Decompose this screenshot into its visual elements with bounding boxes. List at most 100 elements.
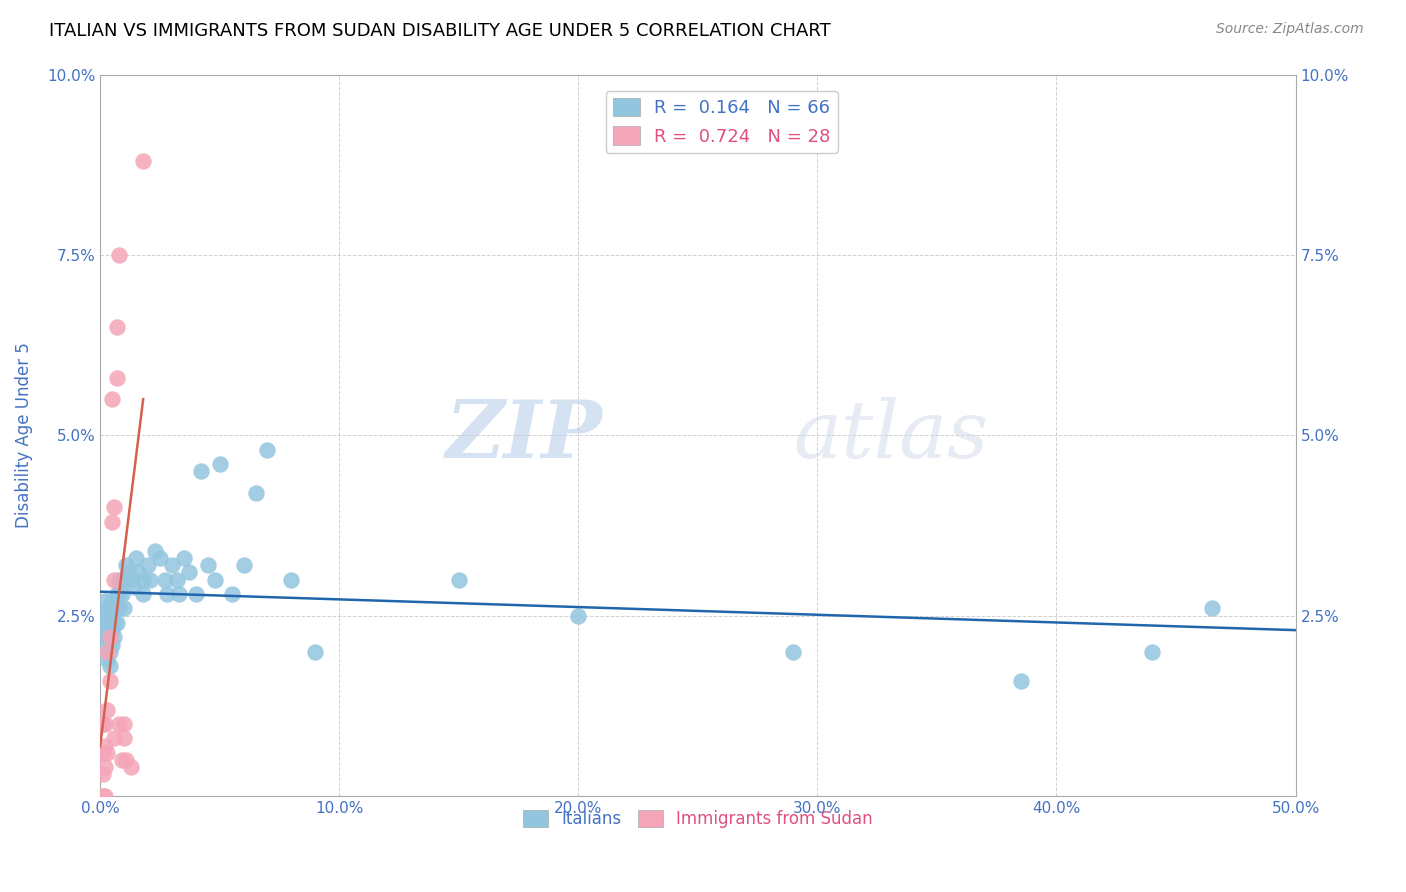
Point xyxy=(105,587,128,601)
Point xyxy=(96,746,118,760)
Point xyxy=(103,615,125,630)
Point xyxy=(91,608,114,623)
Point xyxy=(105,320,128,334)
Point xyxy=(91,717,114,731)
Text: Source: ZipAtlas.com: Source: ZipAtlas.com xyxy=(1216,22,1364,37)
Text: atlas: atlas xyxy=(793,397,988,474)
Point xyxy=(112,601,135,615)
Point xyxy=(204,573,226,587)
Point xyxy=(94,717,117,731)
Point xyxy=(149,551,172,566)
Text: ZIP: ZIP xyxy=(446,397,602,474)
Point xyxy=(101,638,124,652)
Point xyxy=(132,154,155,169)
Point xyxy=(111,753,134,767)
Point xyxy=(108,248,131,262)
Point xyxy=(112,731,135,746)
Point xyxy=(91,789,114,803)
Point xyxy=(221,587,243,601)
Point xyxy=(98,645,121,659)
Point xyxy=(98,673,121,688)
Point xyxy=(94,789,117,803)
Point xyxy=(197,558,219,573)
Point xyxy=(101,608,124,623)
Point xyxy=(103,601,125,615)
Point xyxy=(108,573,131,587)
Point xyxy=(96,631,118,645)
Point xyxy=(103,631,125,645)
Point xyxy=(105,601,128,615)
Point xyxy=(111,587,134,601)
Point xyxy=(782,645,804,659)
Y-axis label: Disability Age Under 5: Disability Age Under 5 xyxy=(15,343,32,528)
Point xyxy=(111,573,134,587)
Point xyxy=(208,457,231,471)
Point xyxy=(153,573,176,587)
Point xyxy=(98,601,121,615)
Point xyxy=(115,753,138,767)
Point xyxy=(190,464,212,478)
Point xyxy=(304,645,326,659)
Point xyxy=(115,558,138,573)
Point xyxy=(108,601,131,615)
Point xyxy=(96,645,118,659)
Point xyxy=(96,601,118,615)
Point xyxy=(280,573,302,587)
Point xyxy=(156,587,179,601)
Point xyxy=(120,573,142,587)
Point xyxy=(91,746,114,760)
Point xyxy=(108,587,131,601)
Point xyxy=(103,500,125,515)
Point xyxy=(143,543,166,558)
Point xyxy=(1201,601,1223,615)
Point xyxy=(118,566,141,580)
Point xyxy=(232,558,254,573)
Point xyxy=(256,442,278,457)
Point xyxy=(94,594,117,608)
Point xyxy=(122,580,145,594)
Point xyxy=(136,558,159,573)
Point xyxy=(184,587,207,601)
Point xyxy=(447,573,470,587)
Point xyxy=(166,573,188,587)
Point xyxy=(101,392,124,407)
Point xyxy=(101,623,124,637)
Point xyxy=(101,594,124,608)
Point xyxy=(98,631,121,645)
Point xyxy=(125,551,148,566)
Point xyxy=(567,608,589,623)
Point xyxy=(105,370,128,384)
Point xyxy=(91,767,114,781)
Point xyxy=(167,587,190,601)
Point xyxy=(127,566,149,580)
Point xyxy=(245,486,267,500)
Text: ITALIAN VS IMMIGRANTS FROM SUDAN DISABILITY AGE UNDER 5 CORRELATION CHART: ITALIAN VS IMMIGRANTS FROM SUDAN DISABIL… xyxy=(49,22,831,40)
Point xyxy=(160,558,183,573)
Point xyxy=(91,631,114,645)
Point xyxy=(96,652,118,666)
Point xyxy=(132,587,155,601)
Point xyxy=(177,566,200,580)
Point xyxy=(98,659,121,673)
Point xyxy=(120,760,142,774)
Point xyxy=(94,645,117,659)
Point xyxy=(173,551,195,566)
Point xyxy=(105,615,128,630)
Legend: Italians, Immigrants from Sudan: Italians, Immigrants from Sudan xyxy=(516,803,880,835)
Point xyxy=(103,573,125,587)
Point xyxy=(139,573,162,587)
Point xyxy=(132,573,155,587)
Point xyxy=(1010,673,1032,688)
Point xyxy=(103,731,125,746)
Point xyxy=(94,615,117,630)
Point xyxy=(98,615,121,630)
Point xyxy=(112,717,135,731)
Point xyxy=(94,760,117,774)
Point xyxy=(94,739,117,753)
Point xyxy=(98,631,121,645)
Point xyxy=(108,717,131,731)
Point xyxy=(101,515,124,529)
Point xyxy=(1140,645,1163,659)
Point xyxy=(96,615,118,630)
Point xyxy=(96,702,118,716)
